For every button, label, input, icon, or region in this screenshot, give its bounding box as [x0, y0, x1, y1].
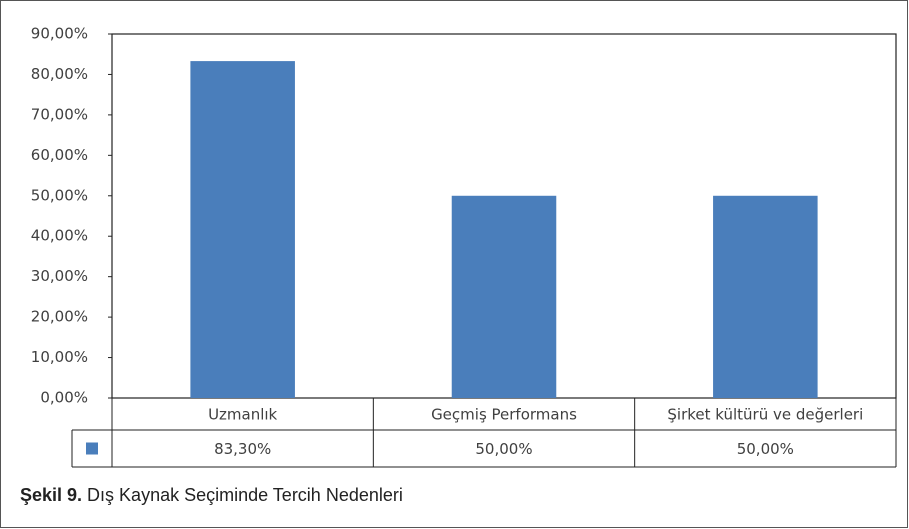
bar	[451, 195, 557, 398]
y-tick-label: 60,00%	[31, 146, 88, 164]
y-tick-label: 50,00%	[31, 186, 88, 204]
y-tick-label: 10,00%	[31, 348, 88, 366]
caption-label: Şekil 9.	[20, 485, 82, 505]
y-tick-label: 30,00%	[31, 267, 88, 285]
bar	[190, 61, 295, 398]
y-tick-label: 20,00%	[31, 308, 88, 326]
y-tick-label: 90,00%	[31, 25, 88, 43]
y-tick-label: 70,00%	[31, 105, 88, 123]
x-tick-label: Şirket kültürü ve değerleri	[667, 406, 863, 424]
data-label: 50,00%	[737, 440, 794, 458]
data-label: 83,30%	[214, 440, 271, 458]
x-tick-label: Geçmiş Performans	[431, 406, 577, 424]
data-label: 50,00%	[475, 440, 532, 458]
caption-text: Dış Kaynak Seçiminde Tercih Nedenleri	[87, 485, 403, 505]
x-tick-label: Uzmanlık	[208, 406, 277, 424]
y-tick-label: 80,00%	[31, 65, 88, 83]
caption: Şekil 9. Dış Kaynak Seçiminde Tercih Nede…	[20, 485, 403, 505]
y-tick-label: 0,00%	[40, 389, 88, 407]
bar	[713, 195, 818, 398]
legend-key	[86, 442, 98, 455]
y-tick-label: 40,00%	[31, 227, 88, 245]
